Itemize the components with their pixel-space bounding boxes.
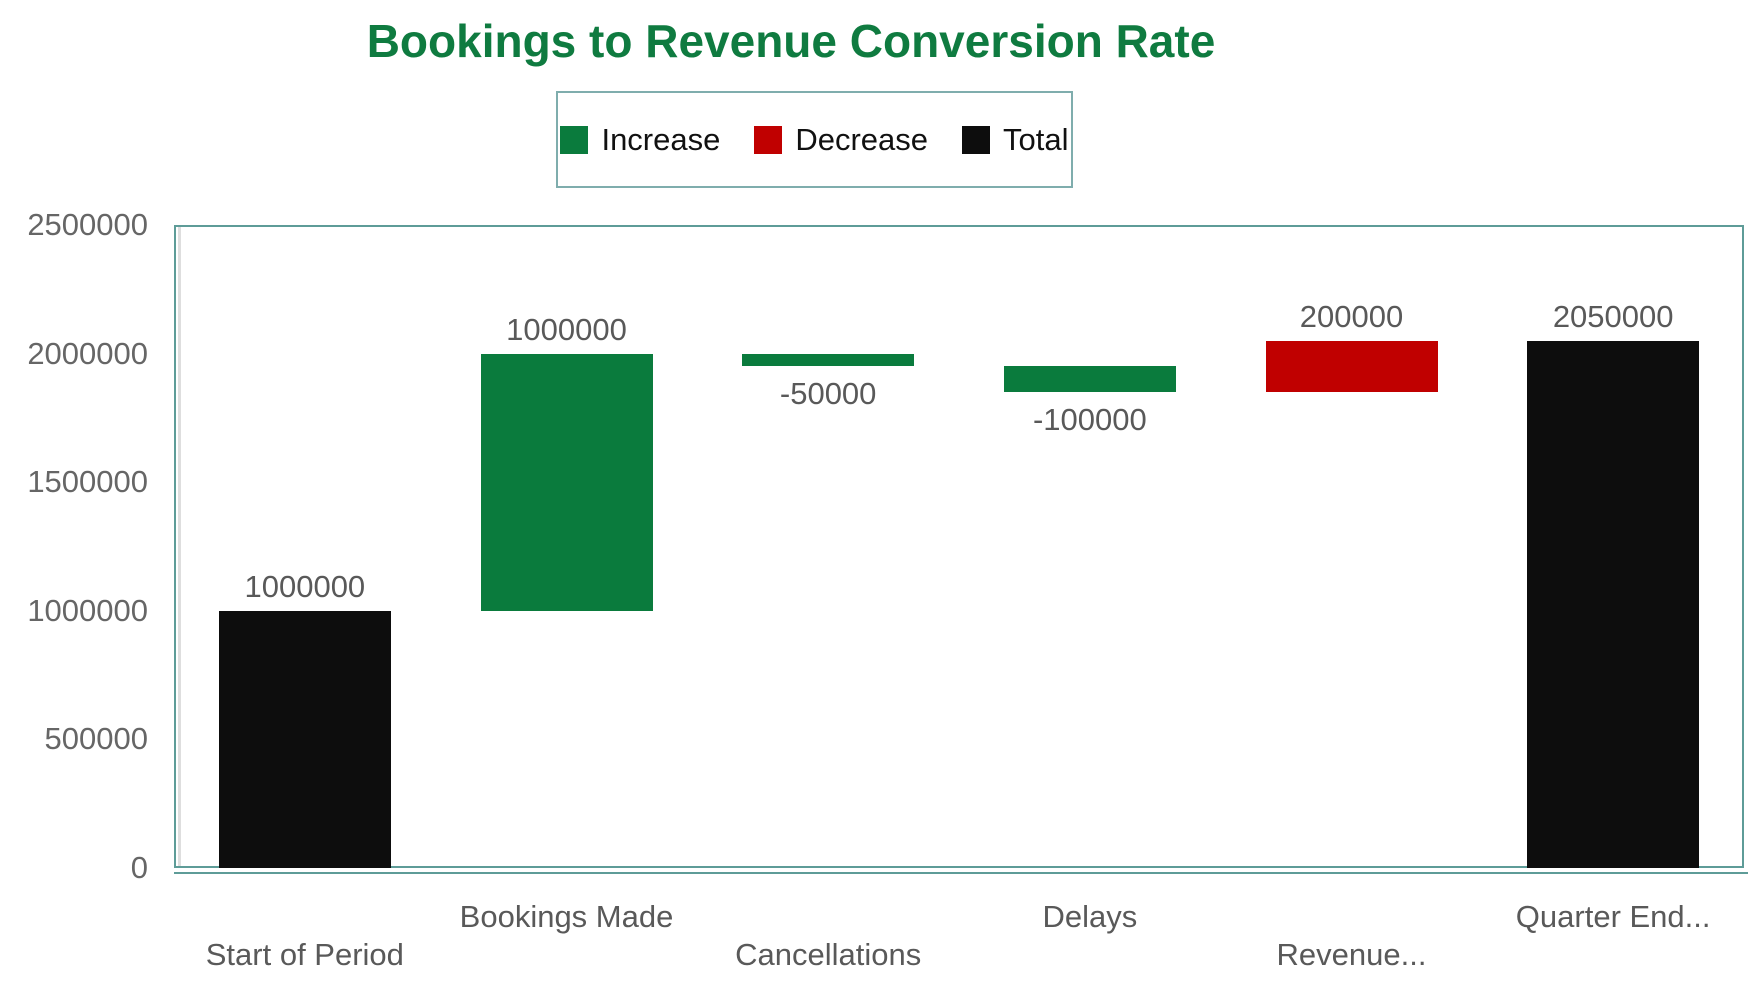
x-axis-line xyxy=(174,872,1748,874)
y-axis-tick-label: 2500000 xyxy=(27,207,148,242)
x-axis-label-start-of-period: Start of Period xyxy=(205,937,404,972)
data-label-quarter-end: 2050000 xyxy=(1552,298,1674,334)
y-axis-tick-label: 2000000 xyxy=(27,335,148,371)
waterfall-bar-start-of-period xyxy=(218,610,391,868)
x-axis-label-bookings-made: Bookings Made xyxy=(459,899,674,934)
chart-legend: Increase Decrease Total xyxy=(556,91,1073,188)
legend-item-total[interactable]: Total xyxy=(962,121,1069,158)
y-axis-tick-label: 1500000 xyxy=(27,464,148,500)
increase-swatch-icon xyxy=(560,125,589,154)
data-label-cancellations: -50000 xyxy=(779,376,877,412)
chart-title: Bookings to Revenue Conversion Rate xyxy=(366,15,1216,67)
legend-item-label: Increase xyxy=(601,121,721,157)
legend-item-decrease[interactable]: Decrease xyxy=(754,122,928,158)
waterfall-bar-quarter-end xyxy=(1527,340,1700,868)
x-axis-label-delays: Delays xyxy=(1042,899,1138,934)
y-axis-line xyxy=(178,227,181,866)
x-axis-label-quarter-end: Quarter End... xyxy=(1515,899,1711,934)
waterfall-bar-delays xyxy=(1003,366,1176,393)
data-label-revenue: 200000 xyxy=(1299,298,1404,334)
y-axis-tick-label: 500000 xyxy=(44,721,148,757)
decrease-swatch-icon xyxy=(754,125,783,154)
legend-item-label: Total xyxy=(1003,121,1069,157)
plot-area xyxy=(174,225,1744,868)
y-axis-tick-label: 1000000 xyxy=(27,592,148,628)
data-label-bookings-made: 1000000 xyxy=(506,311,627,347)
waterfall-bar-bookings-made xyxy=(480,353,653,611)
legend-item-label: Decrease xyxy=(795,121,929,157)
y-axis-tick-label: 0 xyxy=(130,850,148,885)
data-label-start-of-period: 1000000 xyxy=(244,568,366,604)
waterfall-bar-revenue xyxy=(1265,340,1438,393)
x-axis-label-cancellations: Cancellations xyxy=(735,937,922,972)
total-swatch-icon xyxy=(962,125,991,154)
data-label-delays: -100000 xyxy=(1032,402,1147,438)
waterfall-bar-cancellations xyxy=(742,353,915,367)
legend-item-increase[interactable]: Increase xyxy=(560,122,720,158)
x-axis-label-revenue: Revenue... xyxy=(1276,937,1427,972)
